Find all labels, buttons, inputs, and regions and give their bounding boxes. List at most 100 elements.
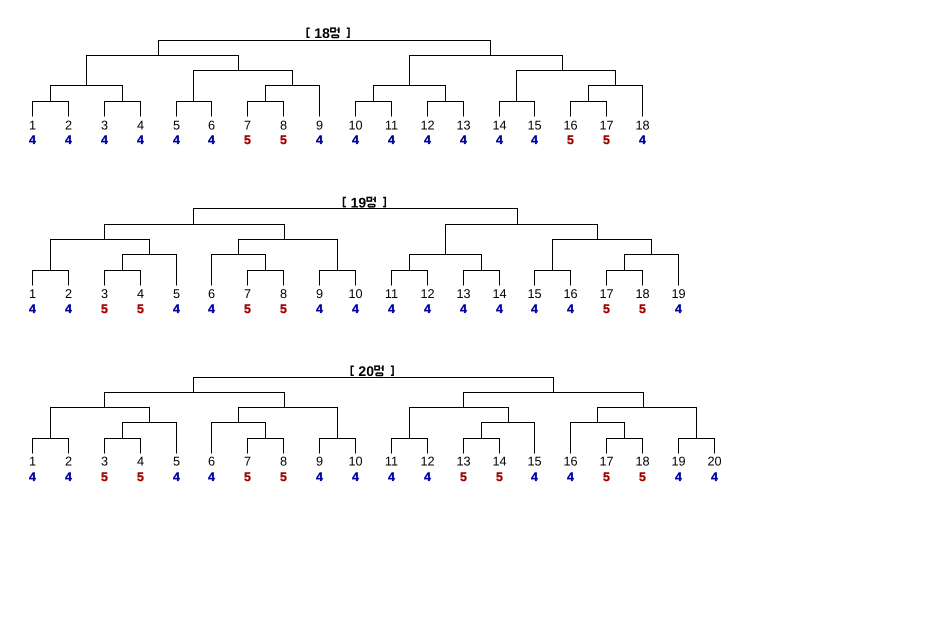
svg-text:5: 5 <box>280 302 287 316</box>
svg-text:4: 4 <box>388 302 395 316</box>
svg-text:5: 5 <box>101 302 108 316</box>
svg-text:18: 18 <box>635 287 649 301</box>
svg-text:13: 13 <box>456 118 470 132</box>
svg-text:10: 10 <box>348 455 362 469</box>
svg-text:3: 3 <box>101 455 108 469</box>
svg-text:11: 11 <box>385 118 398 132</box>
svg-text:17: 17 <box>599 455 613 469</box>
svg-text:4: 4 <box>65 302 72 316</box>
svg-text:4: 4 <box>101 133 108 147</box>
svg-text:5: 5 <box>496 470 503 484</box>
svg-text:5: 5 <box>603 470 610 484</box>
svg-text:5: 5 <box>460 470 467 484</box>
svg-text:4: 4 <box>675 302 682 316</box>
svg-text:17: 17 <box>599 118 613 132</box>
svg-text:1: 1 <box>29 287 36 301</box>
svg-text:12: 12 <box>420 455 434 469</box>
svg-text:20: 20 <box>358 363 374 379</box>
svg-text:11: 11 <box>385 455 398 469</box>
svg-text:8: 8 <box>280 118 287 132</box>
svg-text:11: 11 <box>385 287 398 301</box>
svg-text:4: 4 <box>352 133 359 147</box>
svg-text:5: 5 <box>173 287 180 301</box>
svg-text:16: 16 <box>563 118 577 132</box>
svg-text:5: 5 <box>639 302 646 316</box>
svg-text:20: 20 <box>707 455 721 469</box>
svg-text:14: 14 <box>492 455 506 469</box>
svg-text:4: 4 <box>29 470 36 484</box>
svg-text:4: 4 <box>173 133 180 147</box>
svg-text:6: 6 <box>208 455 215 469</box>
svg-text:4: 4 <box>352 470 359 484</box>
svg-text:5: 5 <box>137 470 144 484</box>
svg-text:2: 2 <box>65 287 72 301</box>
svg-text:5: 5 <box>244 133 251 147</box>
svg-text:6: 6 <box>208 118 215 132</box>
svg-text:4: 4 <box>496 133 503 147</box>
svg-text:19: 19 <box>351 194 367 210</box>
svg-text:12: 12 <box>420 118 434 132</box>
svg-text:4: 4 <box>531 302 538 316</box>
svg-text:18: 18 <box>635 455 649 469</box>
svg-text:7: 7 <box>244 287 251 301</box>
svg-text:4: 4 <box>639 133 646 147</box>
svg-text:14: 14 <box>492 118 506 132</box>
svg-text:5: 5 <box>280 133 287 147</box>
svg-text:4: 4 <box>137 287 144 301</box>
svg-text:5: 5 <box>173 455 180 469</box>
svg-text:15: 15 <box>527 118 541 132</box>
svg-text:7: 7 <box>244 455 251 469</box>
svg-text:15: 15 <box>527 287 541 301</box>
svg-text:4: 4 <box>531 470 538 484</box>
svg-text:4: 4 <box>711 470 718 484</box>
svg-text:4: 4 <box>675 470 682 484</box>
svg-text:5: 5 <box>244 302 251 316</box>
svg-text:4: 4 <box>65 133 72 147</box>
svg-text:16: 16 <box>563 455 577 469</box>
svg-text:6: 6 <box>208 287 215 301</box>
svg-text:4: 4 <box>65 470 72 484</box>
svg-text:4: 4 <box>460 133 467 147</box>
svg-text:4: 4 <box>388 133 395 147</box>
svg-text:4: 4 <box>29 302 36 316</box>
svg-text:1: 1 <box>29 455 36 469</box>
svg-text:14: 14 <box>492 287 506 301</box>
svg-text:15: 15 <box>527 455 541 469</box>
svg-text:18: 18 <box>635 118 649 132</box>
svg-text:19: 19 <box>671 287 685 301</box>
svg-text:5: 5 <box>280 470 287 484</box>
svg-text:4: 4 <box>208 133 215 147</box>
svg-text:16: 16 <box>563 287 577 301</box>
svg-text:4: 4 <box>567 302 574 316</box>
svg-text:4: 4 <box>424 302 431 316</box>
svg-text:4: 4 <box>208 470 215 484</box>
svg-text:3: 3 <box>101 287 108 301</box>
svg-text:4: 4 <box>137 455 144 469</box>
svg-text:2: 2 <box>65 118 72 132</box>
svg-text:5: 5 <box>603 133 610 147</box>
svg-text:12: 12 <box>420 287 434 301</box>
svg-text:4: 4 <box>352 302 359 316</box>
svg-text:19: 19 <box>671 455 685 469</box>
svg-text:13: 13 <box>456 287 470 301</box>
svg-text:4: 4 <box>316 133 323 147</box>
svg-text:5: 5 <box>137 302 144 316</box>
svg-text:3: 3 <box>101 118 108 132</box>
svg-text:7: 7 <box>244 118 251 132</box>
svg-text:5: 5 <box>639 470 646 484</box>
svg-text:4: 4 <box>567 470 574 484</box>
svg-text:4: 4 <box>460 302 467 316</box>
svg-text:5: 5 <box>567 133 574 147</box>
svg-text:4: 4 <box>173 470 180 484</box>
svg-text:9: 9 <box>316 118 323 132</box>
svg-text:9: 9 <box>316 287 323 301</box>
svg-text:4: 4 <box>424 133 431 147</box>
svg-text:4: 4 <box>208 302 215 316</box>
svg-text:1: 1 <box>29 118 36 132</box>
svg-text:8: 8 <box>280 287 287 301</box>
svg-text:13: 13 <box>456 455 470 469</box>
svg-text:5: 5 <box>101 470 108 484</box>
svg-text:2: 2 <box>65 455 72 469</box>
svg-text:4: 4 <box>316 302 323 316</box>
svg-text:4: 4 <box>316 470 323 484</box>
